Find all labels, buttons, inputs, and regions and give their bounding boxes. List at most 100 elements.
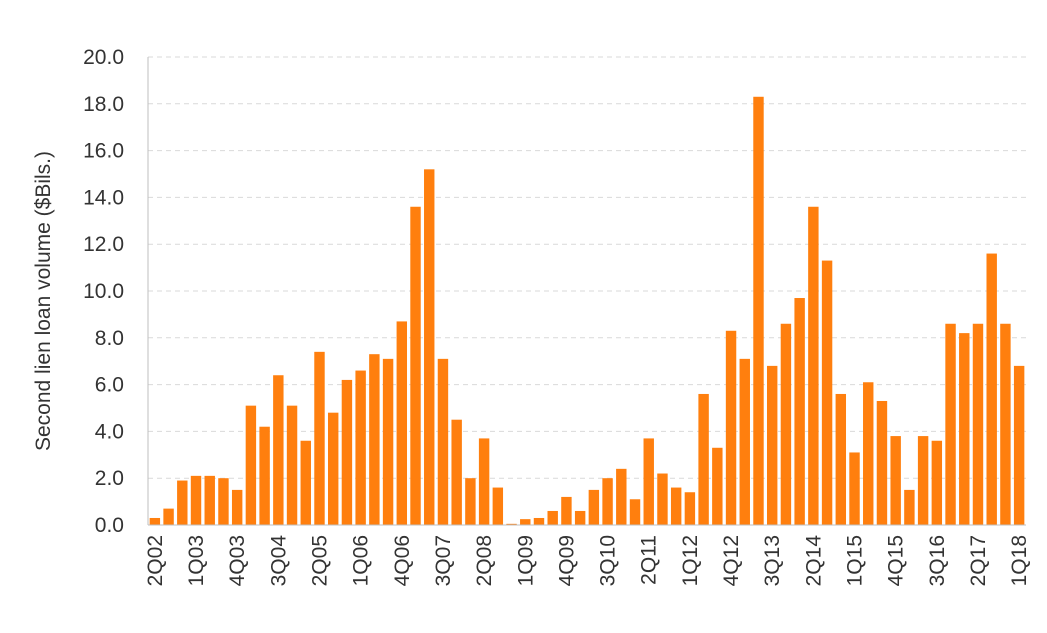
bar	[341, 379, 353, 525]
bar	[849, 452, 860, 525]
bar	[808, 206, 819, 525]
bar	[986, 253, 997, 525]
bar	[245, 405, 257, 525]
bar	[437, 358, 449, 525]
x-axis-ticks: 2Q02 1Q03 4Q03 3Q04 2Q05 1Q06 4Q06 3Q07 2Q08 1Q09…	[144, 535, 1031, 587]
bar	[382, 358, 394, 525]
x-tick-label: 1Q06	[350, 535, 373, 586]
bar	[945, 323, 956, 525]
bar	[1000, 323, 1011, 525]
bar	[231, 489, 243, 525]
x-tick-label: 1Q03	[185, 535, 208, 586]
bar	[286, 405, 298, 525]
x-tick-label: 4Q06	[391, 535, 414, 586]
bar	[698, 393, 709, 525]
y-tick-label: 8.0	[95, 327, 124, 350]
bar	[917, 436, 929, 525]
bar	[876, 400, 888, 525]
x-tick-label: 3Q07	[432, 535, 455, 586]
bar	[670, 487, 682, 525]
bar	[314, 351, 325, 525]
y-axis-ticks: 0.0 2.0 4.0 6.0 8.0 10.0 12.0 14.0 16.0 18.0 20.0	[83, 46, 124, 537]
y-axis-title: Second lien loan volume ($Bils.)	[32, 151, 55, 451]
x-tick-label: 3Q10	[597, 535, 620, 586]
x-tick-label: 1Q09	[514, 535, 537, 586]
bar	[766, 365, 778, 525]
x-tick-label: 2Q17	[967, 535, 990, 586]
bar	[492, 487, 504, 525]
bar	[396, 321, 408, 525]
x-tick-label: 2Q05	[308, 535, 331, 586]
bar	[355, 370, 366, 525]
x-tick-label: 2Q11	[638, 535, 661, 585]
x-tick-label: 2Q02	[144, 535, 167, 586]
bar	[1013, 365, 1025, 525]
bar	[835, 393, 847, 525]
bar	[300, 440, 311, 525]
x-tick-label: 3Q16	[926, 535, 949, 586]
bar	[725, 330, 737, 525]
bar	[218, 478, 229, 525]
bar	[657, 473, 668, 525]
y-tick-label: 2.0	[95, 467, 124, 490]
bar	[931, 440, 943, 525]
bar	[684, 492, 696, 525]
bar	[890, 436, 901, 525]
bars	[149, 96, 1025, 525]
bar	[451, 419, 462, 525]
bar	[273, 375, 284, 525]
bar	[753, 96, 764, 525]
bar	[904, 489, 915, 525]
bar	[259, 426, 270, 525]
bar	[629, 499, 641, 525]
x-tick-label: 3Q13	[761, 535, 784, 586]
bar	[616, 468, 627, 525]
x-tick-label: 4Q15	[885, 535, 908, 586]
y-tick-label: 20.0	[83, 46, 124, 69]
bar	[190, 475, 202, 525]
bar	[163, 508, 174, 525]
bar	[506, 523, 517, 525]
bar	[424, 169, 435, 525]
x-tick-label: 1Q18	[1008, 535, 1031, 586]
bar	[369, 354, 380, 525]
bar	[602, 478, 613, 525]
bar	[821, 260, 833, 525]
bar	[588, 489, 600, 525]
y-tick-label: 12.0	[83, 233, 124, 256]
x-tick-label: 2Q08	[473, 535, 496, 586]
y-tick-label: 14.0	[83, 186, 124, 209]
y-tick-label: 18.0	[83, 93, 124, 116]
bar	[739, 358, 750, 525]
x-tick-label: 1Q12	[679, 535, 702, 586]
y-tick-label: 0.0	[95, 514, 124, 537]
bar	[478, 438, 490, 525]
bar	[149, 517, 161, 525]
y-tick-label: 10.0	[83, 280, 124, 303]
y-tick-label: 4.0	[95, 420, 124, 443]
bar	[327, 412, 339, 525]
x-tick-label: 2Q14	[802, 535, 825, 587]
bar	[574, 510, 586, 525]
x-tick-label: 3Q04	[267, 535, 290, 587]
bar	[465, 478, 476, 525]
bar	[780, 323, 792, 525]
bar	[643, 438, 654, 525]
bar	[712, 447, 723, 525]
bar	[533, 517, 545, 525]
bar	[547, 510, 558, 525]
y-tick-label: 16.0	[83, 140, 124, 163]
bar	[794, 298, 805, 525]
bar	[410, 206, 421, 525]
bar	[204, 475, 215, 525]
x-tick-label: 4Q12	[720, 535, 743, 586]
x-tick-label: 4Q03	[226, 535, 249, 586]
y-tick-label: 6.0	[95, 374, 124, 397]
bar	[177, 480, 188, 525]
bar	[520, 519, 531, 525]
bar	[863, 382, 874, 525]
x-tick-label: 4Q09	[555, 535, 578, 586]
bar	[959, 333, 970, 525]
x-tick-label: 1Q15	[844, 535, 867, 586]
